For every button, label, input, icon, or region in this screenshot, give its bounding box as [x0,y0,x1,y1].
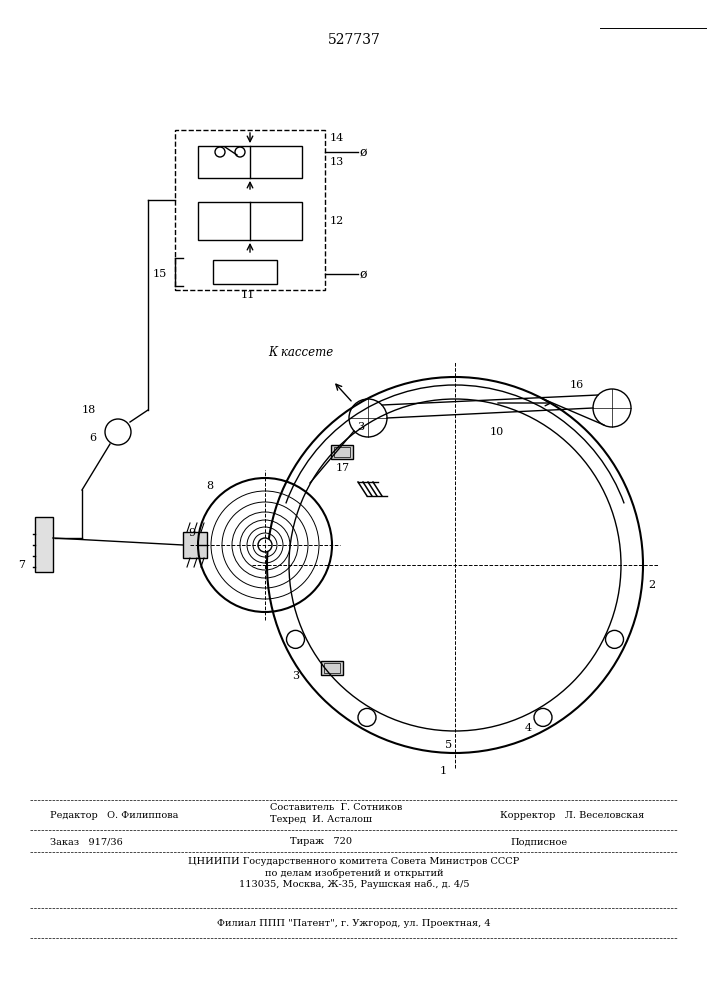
Text: 113035, Москва, Ж-35, Раушская наб., д. 4/5: 113035, Москва, Ж-35, Раушская наб., д. … [239,879,469,889]
Bar [322,661,344,675]
Text: 14: 14 [330,133,344,143]
Text: по делам изобретений и открытий: по делам изобретений и открытий [264,868,443,878]
Text: Составитель  Г. Сотников: Составитель Г. Сотников [270,804,402,812]
Bar [198,146,302,178]
Text: 1: 1 [440,766,447,776]
Text: 527737: 527737 [327,33,380,47]
Text: 4: 4 [525,723,532,733]
Bar [334,447,350,457]
Bar [325,663,341,673]
Text: Редактор   О. Филиппова: Редактор О. Филиппова [50,810,178,820]
Text: Филиал ППП "Патент", г. Ужгород, ул. Проектная, 4: Филиал ППП "Патент", г. Ужгород, ул. Про… [217,920,491,928]
Text: 10: 10 [490,427,504,437]
Text: 18: 18 [82,405,96,415]
Text: 3: 3 [357,422,364,432]
Bar [198,202,302,240]
Text: 9: 9 [188,528,195,538]
Text: 8: 8 [206,481,213,491]
Text: 5: 5 [445,740,452,750]
Text: Подписное: Подписное [510,838,567,846]
Bar [183,532,207,558]
Bar [213,260,277,284]
Text: Корректор   Л. Веселовская: Корректор Л. Веселовская [500,810,644,820]
Text: ø: ø [360,267,368,280]
Bar [331,445,353,459]
Text: 7: 7 [18,560,25,570]
Text: Заказ   917/36: Заказ 917/36 [50,838,123,846]
Bar [175,130,325,290]
Text: 3: 3 [293,671,300,681]
Circle shape [258,538,272,552]
Text: 13: 13 [330,157,344,167]
Text: 16: 16 [570,380,584,390]
Text: Техред  И. Асталош: Техред И. Асталош [270,816,372,824]
Text: 2: 2 [648,580,655,590]
Text: 17: 17 [336,463,350,473]
Text: 11: 11 [241,290,255,300]
Text: 12: 12 [330,216,344,226]
Text: Тираж   720: Тираж 720 [290,838,352,846]
Text: 15: 15 [153,269,167,279]
Text: ЦНИИПИ Государственного комитета Совета Министров СССР: ЦНИИПИ Государственного комитета Совета … [188,857,520,866]
Text: 6: 6 [89,433,96,443]
Text: К кассете: К кассете [268,347,333,360]
Text: ø: ø [360,145,368,158]
Bar [35,517,53,572]
